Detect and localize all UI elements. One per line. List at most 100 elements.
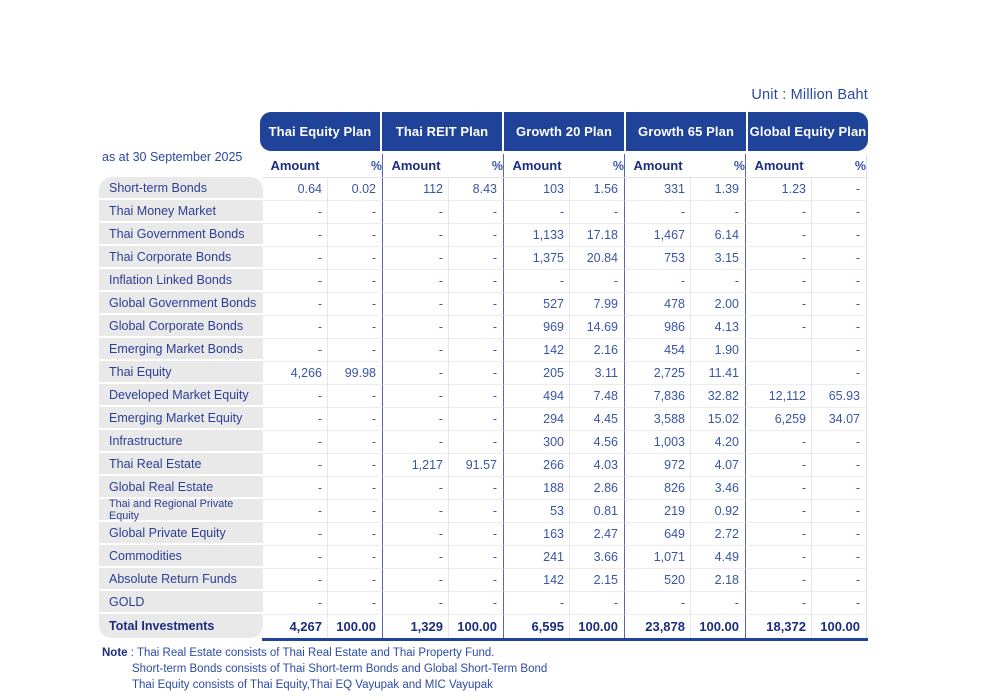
row-label: Emerging Market Bonds	[99, 338, 263, 361]
percent-cell: -	[328, 224, 383, 247]
amount-cell: -	[504, 270, 570, 293]
percent-cell: 0.81	[570, 500, 625, 523]
percent-cell: -	[328, 270, 383, 293]
percent-cell: -	[449, 500, 504, 523]
row-label: Thai Money Market	[99, 200, 263, 223]
percent-cell: -	[812, 224, 867, 247]
percent-cell: 100.00	[812, 615, 867, 638]
table-row: 0.64 0.02 112 8.43 103 1.56 331 1.39 1.23-	[262, 178, 868, 201]
percent-cell: 4.56	[570, 431, 625, 454]
amount-cell: -	[383, 201, 449, 224]
amount-cell: 331	[625, 178, 691, 201]
table-row: - -1,217 91.57 266 4.03 972 4.07- -	[262, 454, 868, 477]
amount-cell: -	[383, 293, 449, 316]
percent-cell: -	[328, 477, 383, 500]
row-label-panel: Short-term Bonds Thai Money Market Thai Go…	[99, 177, 263, 638]
percent-cell: 1.39	[691, 178, 746, 201]
amount-cell: -	[383, 339, 449, 362]
table-row: ----------	[262, 201, 868, 224]
amount-cell: -	[746, 431, 812, 454]
unit-label: Unit : Million Baht	[751, 87, 868, 103]
row-label: Commodities	[99, 545, 263, 568]
plan-header: Thai Equity Plan	[260, 112, 380, 151]
percent-cell: 17.18	[570, 224, 625, 247]
row-label: Global Real Estate	[99, 476, 263, 499]
plan-header: Global Equity Plan	[748, 112, 868, 151]
amount-cell: 2,725	[625, 362, 691, 385]
note-text: Thai Real Estate consists of Thai Real E…	[136, 647, 495, 659]
percent-cell: -	[328, 339, 383, 362]
amount-cell: 826	[625, 477, 691, 500]
percent-cell: 15.02	[691, 408, 746, 431]
percent-cell: -	[328, 546, 383, 569]
amount-cell: -	[383, 546, 449, 569]
percent-cell: -	[449, 201, 504, 224]
amount-cell: -	[625, 201, 691, 224]
percent-cell: -	[449, 592, 504, 615]
percent-cell: -	[328, 201, 383, 224]
amount-cell	[746, 339, 812, 362]
percent-column-header: %	[449, 154, 504, 177]
amount-cell: -	[504, 592, 570, 615]
amount-cell: -	[383, 224, 449, 247]
amount-cell: -	[262, 523, 328, 546]
amount-column-header: Amount	[391, 158, 441, 173]
amount-cell: -	[262, 454, 328, 477]
percent-cell: 1.56	[570, 178, 625, 201]
plan-header: Thai REIT Plan	[382, 112, 502, 151]
amount-cell: -	[262, 408, 328, 431]
percent-cell: -	[691, 592, 746, 615]
percent-cell: -	[691, 270, 746, 293]
percent-cell: 2.72	[691, 523, 746, 546]
percent-cell: -	[328, 592, 383, 615]
percent-cell: 3.46	[691, 477, 746, 500]
percent-cell: 4.03	[570, 454, 625, 477]
table-row: - - - -142 2.15 520 2.18- -	[262, 569, 868, 592]
percent-cell: -	[449, 293, 504, 316]
amount-cell: 142	[504, 569, 570, 592]
amount-cell: -	[383, 431, 449, 454]
percent-cell: -	[328, 408, 383, 431]
percent-cell: 2.47	[570, 523, 625, 546]
percent-cell: -	[812, 316, 867, 339]
amount-cell: -	[746, 569, 812, 592]
amount-cell: -	[262, 477, 328, 500]
percent-cell: -	[812, 431, 867, 454]
percent-cell: -	[449, 431, 504, 454]
percent-cell: -	[449, 408, 504, 431]
table-row: - - - -1,375 20.84 753 3.15- -	[262, 247, 868, 270]
percent-cell: -	[328, 293, 383, 316]
amount-cell: -	[504, 201, 570, 224]
amount-cell: -	[383, 523, 449, 546]
amount-cell: -	[746, 592, 812, 615]
percent-cell: 100.00	[449, 615, 504, 638]
percent-cell: 4.45	[570, 408, 625, 431]
amount-cell: -	[746, 454, 812, 477]
row-label: Developed Market Equity	[99, 384, 263, 407]
amount-cell: 6,595	[504, 615, 570, 638]
amount-cell: -	[746, 224, 812, 247]
percent-cell: -	[328, 247, 383, 270]
table-row: - - - -163 2.47 649 2.72- -	[262, 523, 868, 546]
amount-cell: 454	[625, 339, 691, 362]
amount-cell: 986	[625, 316, 691, 339]
amount-cell: 520	[625, 569, 691, 592]
total-row: 4,267 100.00 1,329 100.00 6,595 100.00 23,878 1…	[262, 615, 868, 638]
percent-cell: 3.66	[570, 546, 625, 569]
percent-cell: 34.07	[812, 408, 867, 431]
amount-cell: 4,266	[262, 362, 328, 385]
percent-cell: 100.00	[328, 615, 383, 638]
percent-cell: 4.20	[691, 431, 746, 454]
amount-cell: -	[383, 500, 449, 523]
amount-cell: 1,217	[383, 454, 449, 477]
amount-cell: 7,836	[625, 385, 691, 408]
amount-cell: 3,588	[625, 408, 691, 431]
percent-cell: -	[449, 339, 504, 362]
percent-cell: 0.02	[328, 178, 383, 201]
amount-cell: 969	[504, 316, 570, 339]
percent-cell: 2.16	[570, 339, 625, 362]
table-row: - - - -969 14.69 986 4.13- -	[262, 316, 868, 339]
percent-cell: -	[570, 270, 625, 293]
amount-cell: -	[746, 201, 812, 224]
amount-cell: -	[262, 247, 328, 270]
